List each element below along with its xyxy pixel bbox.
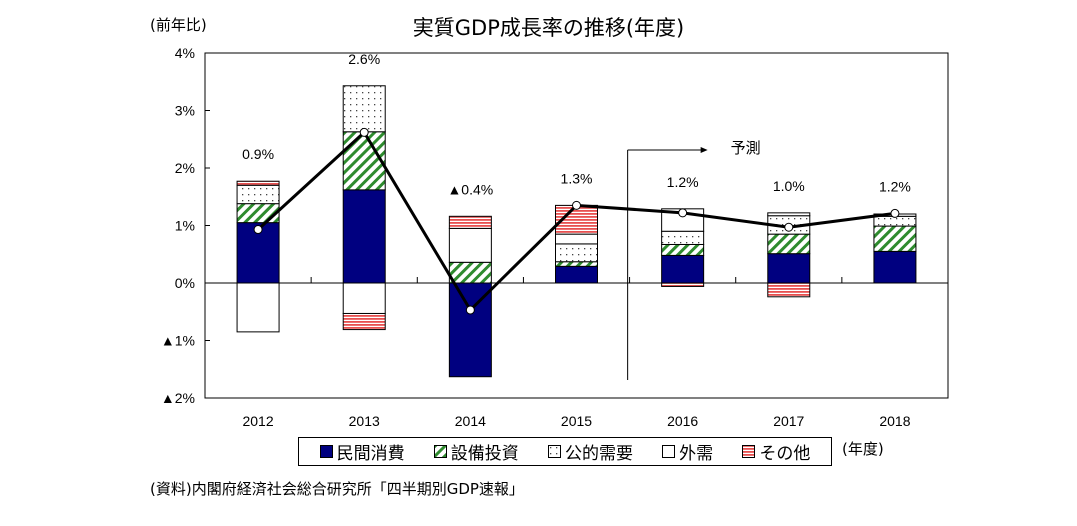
data-label: 1.0% bbox=[773, 178, 805, 194]
x-tick-label: 2014 bbox=[455, 413, 486, 429]
total-growth-point bbox=[572, 200, 581, 210]
legend-item: 公的需要 bbox=[547, 439, 633, 464]
legend-label: 設備投資 bbox=[450, 444, 519, 464]
bar-2017-series-1 bbox=[767, 233, 811, 255]
y-tick-label: 3% bbox=[175, 103, 195, 119]
bar-2014-series-0 bbox=[448, 282, 492, 378]
forecast-arrowhead bbox=[700, 147, 708, 153]
bar-2015-series-0 bbox=[555, 265, 598, 284]
source-note: (資料)内閣府経済社会総合研究所「四半期別GDP速報」 bbox=[150, 480, 524, 498]
x-axis-unit: (年度) bbox=[842, 440, 884, 458]
data-label: 1.2% bbox=[879, 178, 911, 194]
y-tick-label: 2% bbox=[175, 160, 195, 176]
data-label: 1.2% bbox=[667, 174, 699, 190]
legend-item: 外需 bbox=[662, 439, 713, 464]
legend-item: 民間消費 bbox=[319, 439, 405, 464]
bar-2013-series-1 bbox=[342, 131, 386, 191]
x-tick-label: 2012 bbox=[242, 413, 273, 429]
data-label: ▲0.4% bbox=[447, 181, 493, 197]
bar-2012-series-1 bbox=[236, 203, 280, 224]
bar-2015-series-1 bbox=[555, 261, 598, 267]
y-axis-unit: (前年比) bbox=[150, 16, 207, 34]
bar-2013-series-4 bbox=[342, 312, 386, 331]
data-label: 0.9% bbox=[242, 146, 274, 162]
y-tick-label: ▲1% bbox=[161, 333, 195, 349]
bar-2018-series-0 bbox=[873, 250, 917, 284]
legend-item: 設備投資 bbox=[433, 439, 519, 464]
bar-2013-series-3 bbox=[342, 282, 386, 314]
y-tick-label: 1% bbox=[175, 218, 195, 234]
data-label: 2.6% bbox=[348, 51, 380, 67]
chart-title: 実質GDP成長率の推移(年度) bbox=[412, 16, 685, 40]
total-growth-point bbox=[359, 127, 369, 137]
bar-2016-series-4 bbox=[661, 282, 705, 287]
y-tick-label: 4% bbox=[175, 45, 195, 61]
bar-2018-series-1 bbox=[873, 225, 917, 252]
bar-2014-series-3 bbox=[448, 227, 492, 263]
total-growth-point bbox=[784, 222, 794, 232]
legend-swatch bbox=[742, 445, 756, 458]
bar-2016-series-1 bbox=[661, 243, 705, 256]
bar-2013-series-0 bbox=[342, 189, 386, 284]
legend-swatch bbox=[662, 445, 676, 458]
total-growth-point bbox=[465, 305, 475, 315]
x-tick-label: 2017 bbox=[773, 413, 804, 429]
bar-2016-series-0 bbox=[661, 254, 705, 284]
x-tick-label: 2013 bbox=[349, 413, 380, 429]
legend-item: その他 bbox=[742, 439, 810, 464]
y-tick-label: ▲2% bbox=[161, 390, 195, 406]
legend: 民間消費 設備投資 公的需要 外需 その他 bbox=[298, 437, 832, 466]
bar-2014-series-4 bbox=[448, 215, 492, 229]
total-growth-point bbox=[678, 208, 688, 218]
bar-2012-series-3 bbox=[236, 282, 280, 333]
x-tick-label: 2016 bbox=[667, 413, 698, 429]
legend-swatch bbox=[433, 445, 447, 458]
legend-label: 公的需要 bbox=[564, 444, 633, 464]
bar-2015-series-3 bbox=[555, 233, 598, 245]
bar-2016-series-2 bbox=[661, 230, 705, 245]
legend-label: その他 bbox=[759, 444, 811, 464]
bar-2015-series-2 bbox=[555, 243, 598, 263]
bar-2014-series-1 bbox=[448, 261, 492, 284]
y-tick-label: 0% bbox=[175, 275, 195, 291]
x-tick-label: 2018 bbox=[879, 413, 910, 429]
legend-label: 民間消費 bbox=[336, 444, 405, 464]
bar-2012-series-2 bbox=[236, 184, 280, 205]
bar-2013-series-2 bbox=[342, 85, 386, 133]
legend-label: 外需 bbox=[679, 444, 714, 464]
legend-swatch bbox=[547, 445, 561, 458]
bar-2017-series-3 bbox=[767, 212, 811, 217]
forecast-label: 予測 bbox=[731, 140, 761, 157]
bar-2017-series-0 bbox=[767, 253, 811, 284]
total-growth-point bbox=[890, 208, 900, 218]
legend-swatch bbox=[319, 445, 333, 458]
bar-2012-series-4 bbox=[236, 180, 280, 186]
data-label: 1.3% bbox=[561, 170, 593, 186]
x-tick-label: 2015 bbox=[561, 413, 592, 429]
total-growth-point bbox=[253, 225, 263, 235]
bar-2017-series-4 bbox=[767, 282, 811, 298]
